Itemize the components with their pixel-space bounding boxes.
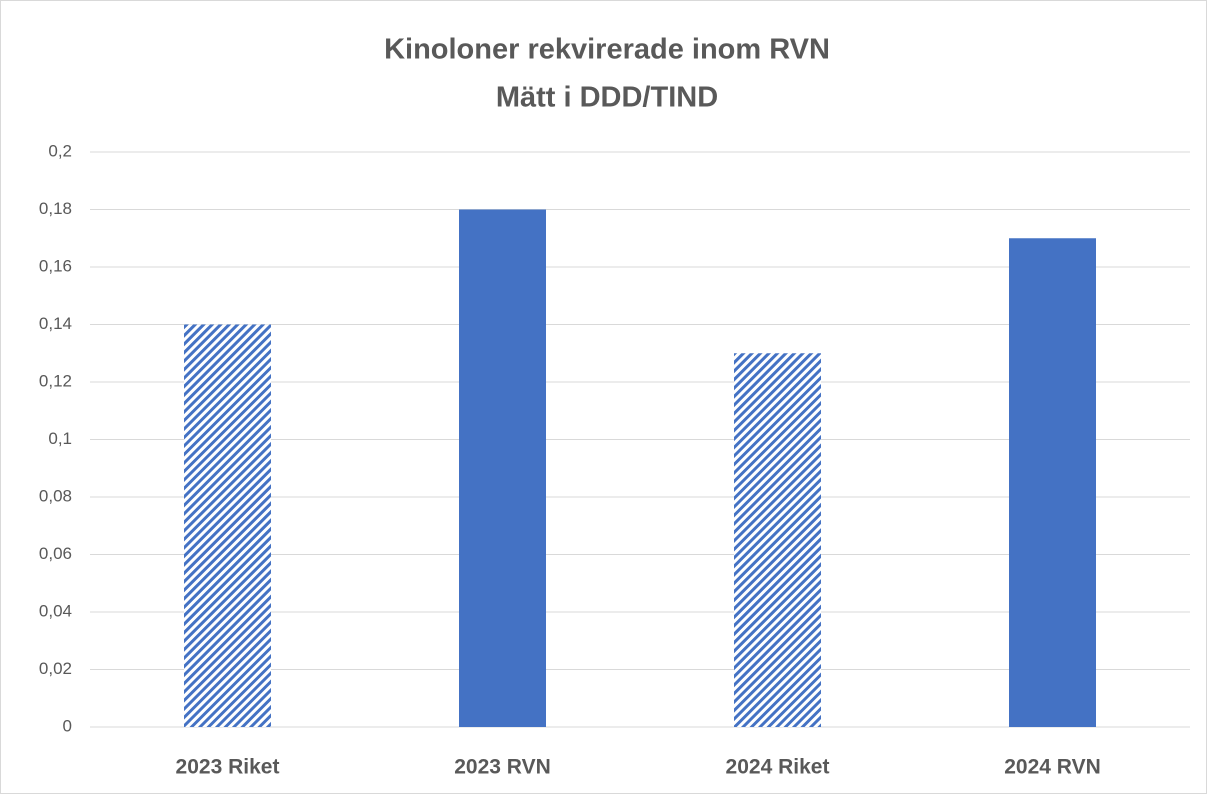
- x-tick-label: 2024 Riket: [726, 756, 830, 779]
- y-tick-label: 0,18: [39, 199, 72, 218]
- y-tick-label: 0,1: [48, 429, 72, 448]
- x-tick-label: 2023 Riket: [176, 756, 280, 779]
- chart-title: Kinoloner rekvirerade inom RVN: [384, 34, 830, 66]
- y-tick-label: 0,02: [39, 659, 72, 678]
- bar: [1009, 238, 1096, 727]
- y-tick-label: 0,06: [39, 544, 72, 563]
- bar: [734, 353, 821, 727]
- chart-subtitle: Mätt i DDD/TIND: [496, 82, 718, 114]
- bar: [184, 324, 271, 727]
- y-tick-label: 0,16: [39, 256, 72, 275]
- y-tick-label: 0,2: [48, 141, 72, 160]
- bar: [459, 209, 546, 727]
- y-tick-label: 0,08: [39, 486, 72, 505]
- y-tick-label: 0,12: [39, 371, 72, 390]
- y-tick-label: 0,14: [39, 314, 72, 333]
- y-tick-label: 0,04: [39, 601, 72, 620]
- x-tick-label: 2024 RVN: [1004, 756, 1101, 779]
- y-tick-label: 0: [63, 716, 72, 735]
- x-tick-label: 2023 RVN: [454, 756, 551, 779]
